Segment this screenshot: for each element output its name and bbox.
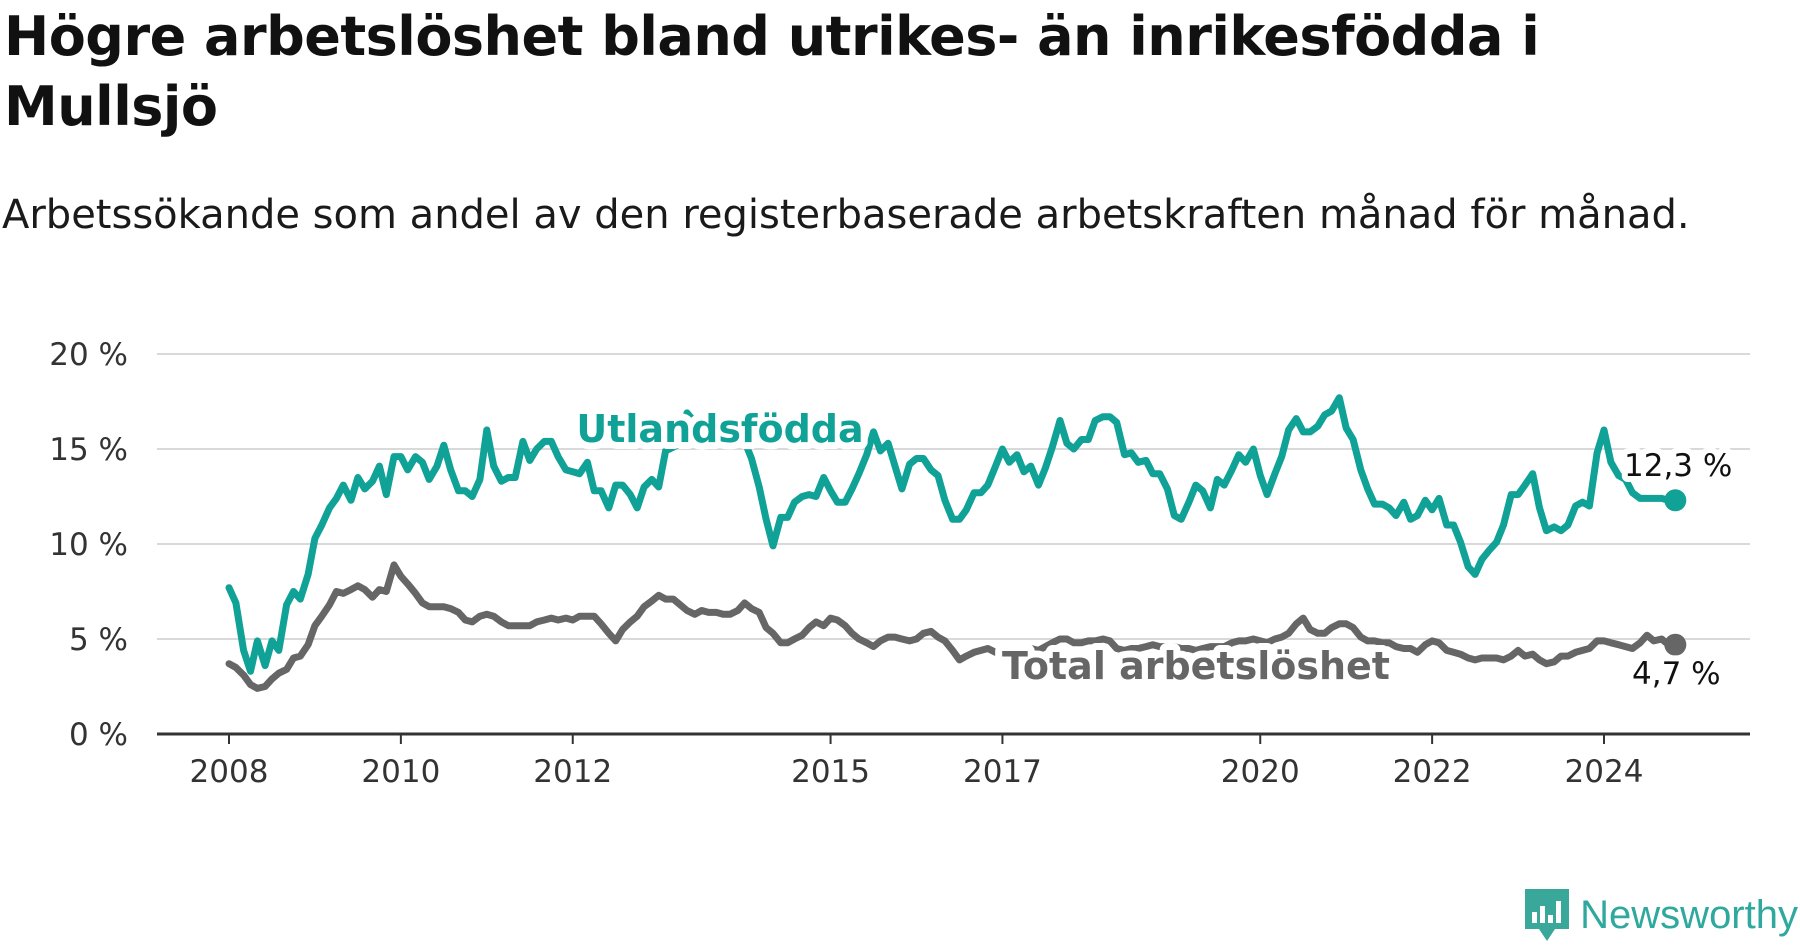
series-labels: Utlandsfödda Total arbetslöshet 12,3 % 4,7 … (569, 400, 1738, 698)
x-axis-ticks: 2008 2010 2012 2015 2017 2020 2022 2024 (190, 734, 1644, 790)
series-line-total (225, 561, 1679, 692)
x-tick-label: 2012 (533, 754, 612, 790)
series-line-utlandsfodda (225, 394, 1679, 675)
y-tick-label: 0 % (69, 717, 128, 753)
x-tick-label: 2008 (190, 754, 269, 790)
chart-subtitle: Arbetssökande som andel av den registerb… (2, 192, 1690, 238)
chart-title: Högre arbetslöshet bland utrikes- än inr… (4, 5, 1540, 138)
series-lines (225, 394, 1687, 692)
y-tick-label: 20 % (49, 337, 128, 373)
x-tick-label: 2020 (1221, 754, 1300, 790)
series-label-total: Total arbetslöshet (1002, 644, 1390, 688)
x-tick-label: 2024 (1565, 754, 1644, 790)
y-axis-ticks: 0 % 5 % 10 % 15 % 20 % (49, 337, 128, 753)
y-tick-label: 5 % (69, 622, 128, 658)
end-point-utlandsfodda (1664, 489, 1687, 512)
end-label-utlandsfodda: 12,3 % (1624, 448, 1732, 484)
newsworthy-logo-icon (1525, 889, 1570, 941)
x-tick-label: 2022 (1393, 754, 1472, 790)
end-point-total (1664, 633, 1687, 656)
brand-name: Newsworthy (1580, 892, 1798, 937)
series-label-utlandsfodda: Utlandsfödda (576, 407, 863, 451)
y-tick-label: 15 % (49, 432, 128, 468)
x-tick-label: 2010 (361, 754, 440, 790)
x-tick-label: 2017 (963, 754, 1042, 790)
brand-logo[interactable]: Newsworthy (1522, 880, 1798, 950)
x-tick-label: 2015 (791, 754, 870, 790)
y-tick-label: 10 % (49, 527, 128, 563)
end-label-total: 4,7 % (1632, 656, 1721, 692)
gridlines (157, 353, 1750, 736)
